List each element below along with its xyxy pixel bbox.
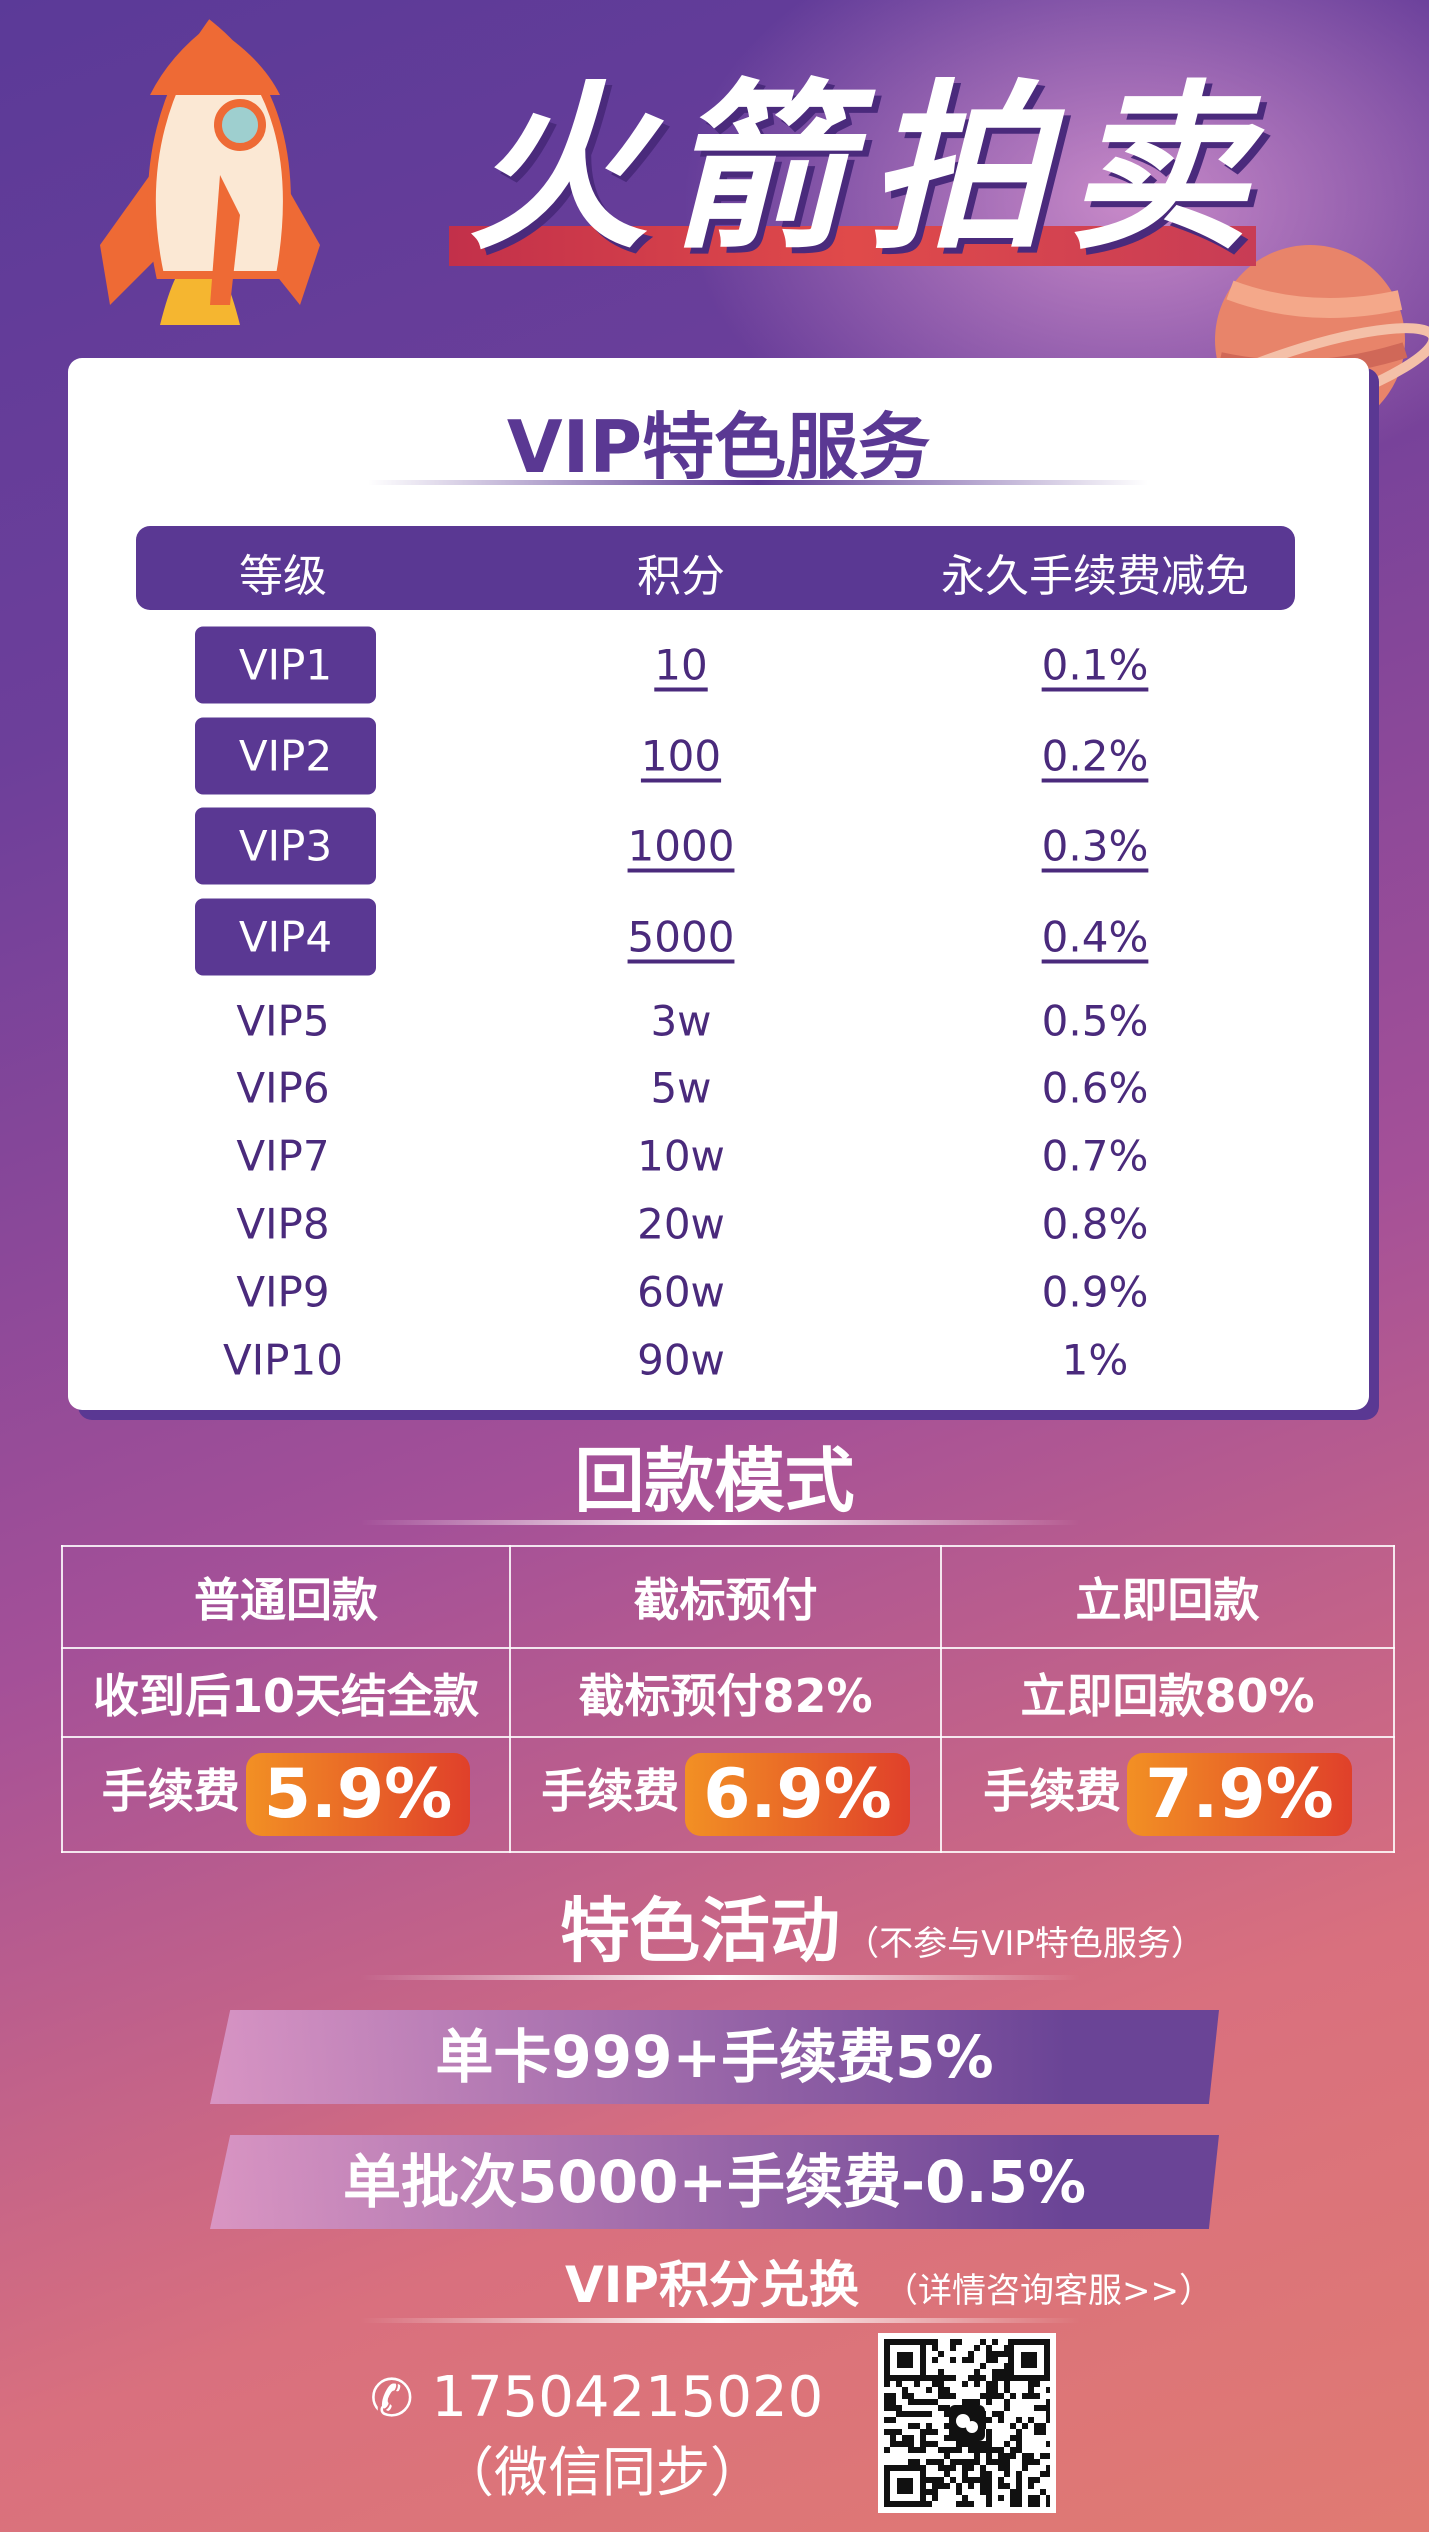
divider — [360, 1520, 1080, 1525]
payback-table: 普通回款 截标预付 立即回款 收到后10天结全款 截标预付82% 立即回款80%… — [61, 1545, 1395, 1853]
vip-table-header: 等级 积分 永久手续费减免 — [136, 526, 1295, 610]
fee-cell: 手续费 5.9% — [61, 1736, 511, 1853]
title-underline-bar — [449, 226, 1256, 266]
exchange-note[interactable]: （详情咨询客服>>） — [884, 2271, 1214, 2311]
phone-number[interactable]: 17504215020 — [431, 2365, 824, 2430]
mode-name: 立即回款 — [940, 1545, 1395, 1649]
vip-discount: 0.6% — [1041, 1063, 1149, 1113]
fee-badge: 5.9% — [245, 1753, 471, 1836]
vip-level: VIP5 — [236, 996, 330, 1046]
divider — [360, 2318, 1080, 2323]
vip-discount: 0.7% — [1041, 1131, 1149, 1181]
fee-label: 手续费 — [541, 1764, 680, 1818]
mode-name: 截标预付 — [509, 1545, 942, 1649]
vip-points: 20w — [637, 1199, 725, 1249]
vip-discount: 0.5% — [1041, 996, 1149, 1046]
divider — [360, 1975, 1080, 1980]
vip-level-badge: VIP3 — [195, 807, 376, 885]
vip-discount: 1% — [1061, 1335, 1129, 1385]
vip-discount: 0.4% — [1041, 912, 1149, 962]
vip-discount: 0.8% — [1041, 1199, 1149, 1249]
vip-level-badge: VIP1 — [195, 626, 376, 704]
fee-badge: 6.9% — [685, 1753, 910, 1836]
mode-desc: 收到后10天结全款 — [61, 1647, 511, 1738]
vip-points: 10w — [637, 1131, 725, 1181]
vip-level-badge: VIP4 — [195, 898, 376, 976]
vip-points: 100 — [640, 731, 722, 781]
vip-points: 1000 — [627, 821, 735, 871]
vip-points: 5w — [650, 1063, 712, 1113]
rocket-icon — [100, 19, 320, 325]
activity-title: 特色活动 — [560, 1890, 840, 1972]
phone-icon: ✆ — [370, 2369, 414, 2429]
table-row: 收到后10天结全款 截标预付82% 立即回款80% — [61, 1647, 1395, 1738]
vip-points: 3w — [650, 996, 712, 1046]
vip-discount: 0.2% — [1041, 731, 1149, 781]
exchange-title: VIP积分兑换 — [565, 2256, 859, 2314]
activity-banner: 单批次5000+手续费-0.5% — [210, 2135, 1219, 2229]
vip-points: 5000 — [627, 912, 735, 962]
column-header-points: 积分 — [637, 551, 725, 602]
vip-points: 90w — [637, 1335, 725, 1385]
vip-discount: 0.1% — [1041, 640, 1149, 690]
vip-points: 60w — [637, 1267, 725, 1317]
qr-code-pattern — [884, 2339, 1052, 2507]
fee-label: 手续费 — [101, 1764, 240, 1818]
mode-desc: 截标预付82% — [509, 1647, 942, 1738]
column-header-level: 等级 — [239, 551, 327, 602]
mode-desc: 立即回款80% — [940, 1647, 1395, 1738]
fee-label: 手续费 — [983, 1764, 1122, 1818]
payback-title: 回款模式 — [574, 1440, 855, 1522]
activity-banner: 单卡999+手续费5% — [210, 2010, 1219, 2104]
table-row: 手续费 5.9% 手续费 6.9% 手续费 7.9% — [61, 1736, 1395, 1853]
mode-name: 普通回款 — [61, 1545, 511, 1649]
vip-level-badge: VIP2 — [195, 717, 376, 795]
vip-level: VIP7 — [236, 1131, 330, 1181]
vip-title: VIP特色服务 — [506, 405, 931, 489]
vip-discount: 0.3% — [1041, 821, 1149, 871]
divider — [368, 480, 1148, 485]
vip-discount: 0.9% — [1041, 1267, 1149, 1317]
vip-level: VIP6 — [236, 1063, 330, 1113]
wechat-note: （微信同步） — [440, 2441, 764, 2504]
page-title: 火箭拍卖 — [468, 65, 1269, 274]
vip-points: 10 — [654, 640, 708, 690]
vip-level: VIP8 — [236, 1199, 330, 1249]
table-row: 普通回款 截标预付 立即回款 — [61, 1545, 1395, 1649]
vip-level: VIP9 — [236, 1267, 330, 1317]
vip-card: VIP特色服务 等级 积分 永久手续费减免 VIP1 10 0.1% VIP2 100 0… — [68, 358, 1369, 1410]
exchange-line: VIP积分兑换 （详情咨询客服>>） — [565, 2245, 1213, 2317]
fee-cell: 手续费 7.9% — [940, 1736, 1395, 1853]
contact: ✆ 17504215020 — [370, 2365, 823, 2430]
vip-level: VIP10 — [223, 1335, 343, 1385]
qr-code[interactable] — [878, 2333, 1056, 2513]
fee-badge: 7.9% — [1127, 1753, 1352, 1836]
fee-cell: 手续费 6.9% — [509, 1736, 942, 1853]
activity-note: （不参与VIP特色服务） — [845, 1924, 1205, 1964]
activity-heading: 特色活动 （不参与VIP特色服务） — [560, 1875, 1205, 1976]
column-header-discount: 永久手续费减免 — [941, 551, 1249, 602]
